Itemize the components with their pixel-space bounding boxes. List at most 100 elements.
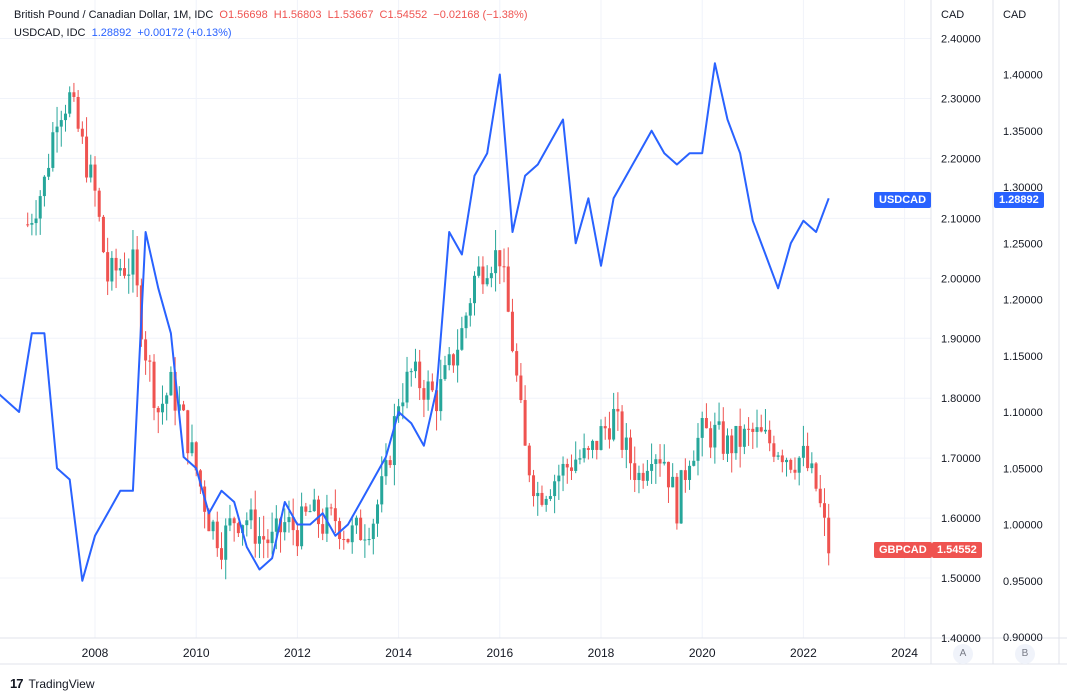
legend-close: C1.54552 <box>379 9 428 21</box>
legend-low: L1.53667 <box>327 9 374 21</box>
candle-body <box>110 257 114 282</box>
usdcad-value-tag: 1.28892 <box>994 192 1044 208</box>
candle-body <box>85 136 89 178</box>
footer-brand: TradingView <box>28 676 95 691</box>
candle-body <box>599 426 603 450</box>
candle-body <box>650 464 654 471</box>
left-axis-tick: 2.20000 <box>941 153 981 165</box>
candle-body <box>510 311 514 352</box>
candle-body <box>818 488 822 504</box>
x-axis-tick: 2014 <box>385 646 412 660</box>
right-scale-button[interactable]: B <box>1015 644 1035 664</box>
candle-body <box>641 472 645 481</box>
candle-body <box>291 517 295 531</box>
candle-body <box>371 523 375 540</box>
candle-body <box>607 428 611 440</box>
right-axis-tick: 0.90000 <box>1003 632 1043 644</box>
candle-body <box>194 442 198 471</box>
candle-body <box>751 428 755 432</box>
candle-body <box>473 275 476 304</box>
candle-body <box>59 120 63 127</box>
candle-body <box>198 470 202 487</box>
candle-body <box>283 522 287 533</box>
candle-body <box>464 315 468 329</box>
candle-body <box>300 506 304 547</box>
candle-body <box>780 455 784 463</box>
legend-compare-symbol: USDCAD, IDC <box>14 27 86 39</box>
candle-body <box>34 218 38 224</box>
candle-body <box>55 126 59 133</box>
x-axis-tick: 2010 <box>183 646 210 660</box>
candle-body <box>76 96 80 129</box>
candle-body <box>624 437 628 450</box>
usdcad-line <box>0 62 830 582</box>
candle-body <box>405 371 409 403</box>
usdcad-series-line <box>0 62 830 582</box>
candle-body <box>557 475 561 482</box>
candle-body <box>772 443 776 457</box>
candle-body <box>26 224 30 226</box>
candle-body <box>654 459 658 465</box>
candle-body <box>612 408 616 440</box>
candle-body <box>308 511 312 513</box>
candle-body <box>506 266 510 312</box>
candle-body <box>287 517 291 523</box>
candle-body <box>93 164 97 191</box>
candle-body <box>709 428 713 448</box>
candle-body <box>409 371 413 373</box>
candle-body <box>144 339 148 361</box>
candle-body <box>730 435 734 454</box>
candle-body <box>683 470 687 480</box>
candle-body <box>388 460 392 466</box>
candle-body <box>363 539 367 541</box>
left-scale-button[interactable]: A <box>953 644 973 664</box>
candle-body <box>439 379 443 412</box>
candle-body <box>123 268 127 276</box>
candle-body <box>63 113 67 121</box>
candle-body <box>342 539 346 541</box>
candle-body <box>574 459 578 471</box>
candle-body <box>215 521 219 549</box>
candle-body <box>553 481 557 497</box>
candle-body <box>494 250 498 274</box>
candle-body <box>460 328 464 350</box>
candle-body <box>220 548 223 560</box>
candle-body <box>435 390 439 412</box>
candle-body <box>316 499 320 525</box>
candle-body <box>422 388 426 400</box>
candle-body <box>519 375 523 401</box>
candle-body <box>350 525 354 543</box>
candle-body <box>253 509 257 544</box>
candle-body <box>548 496 552 499</box>
candle-body <box>236 523 240 534</box>
footer[interactable]: 17 TradingView <box>10 676 95 691</box>
candle-body <box>456 349 460 366</box>
candle-body <box>152 361 156 408</box>
candle-body <box>295 530 299 547</box>
legend-compare-change: +0.00172 (+0.13%) <box>137 27 232 39</box>
candle-body <box>726 435 729 454</box>
candle-body <box>671 476 675 488</box>
candle-body <box>747 428 751 430</box>
candle-body <box>346 539 350 543</box>
left-axis-tick: 1.70000 <box>941 453 981 465</box>
candle-body <box>89 164 93 178</box>
candle-body <box>561 463 565 476</box>
x-axis-tick: 2018 <box>588 646 615 660</box>
x-axis-tick: 2016 <box>486 646 513 660</box>
x-axis-tick: 2020 <box>689 646 716 660</box>
candle-body <box>582 448 586 459</box>
candle-body <box>776 455 780 457</box>
candle-body <box>182 404 186 411</box>
right-axis-tick: 1.15000 <box>1003 351 1043 363</box>
legend-main: British Pound / Canadian Dollar, 1M, IDC… <box>14 9 530 21</box>
candle-body <box>257 536 261 544</box>
candle-body <box>569 467 573 471</box>
right-axis-tick: 1.25000 <box>1003 238 1043 250</box>
candle-body <box>814 463 818 489</box>
candle-body <box>304 506 308 512</box>
candle-body <box>160 403 164 413</box>
candle-body <box>700 418 704 438</box>
candle-body <box>38 196 42 219</box>
